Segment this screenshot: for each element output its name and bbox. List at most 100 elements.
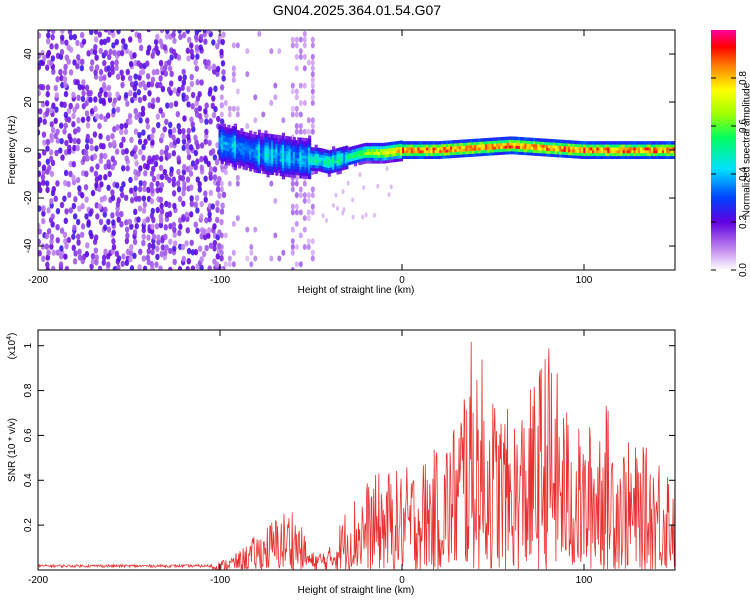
spectrogram-cell [231, 71, 236, 78]
spectrogram-cell [561, 142, 565, 147]
spectrogram-cell [552, 139, 556, 143]
spectrogram-cell [469, 144, 473, 149]
spectrogram-cell [155, 96, 161, 104]
spectrogram-cell [137, 32, 142, 40]
spectrogram-cell [242, 154, 246, 159]
spectrogram-cell [434, 155, 438, 159]
spectrogram-cell [97, 265, 103, 270]
spectrogram-cell [581, 149, 585, 154]
spectrogram-cell [235, 42, 240, 49]
spectrogram-cell [369, 154, 373, 158]
spectrogram-cell [417, 149, 421, 154]
spectrogram-cell [302, 192, 307, 199]
spectrogram-cell [341, 210, 345, 216]
spectrogram-cell [318, 148, 323, 152]
spectrogram-cell [404, 144, 408, 148]
spectrogram-cell [301, 172, 305, 176]
spectrogram-cell [421, 149, 425, 154]
spectrogram-cell [233, 161, 237, 165]
spectrogram-cell [206, 227, 212, 234]
spectrogram-cell [114, 250, 120, 257]
spectrogram-cell [198, 33, 204, 41]
spectrogram-cell [596, 152, 600, 157]
spectrogram-cell [589, 152, 593, 157]
spectrogram-cell [506, 148, 510, 152]
spectrogram-cell [517, 139, 521, 144]
spectrogram-cell [121, 253, 126, 260]
spectrogram-cell [255, 163, 259, 168]
spectrogram-cell [613, 152, 618, 157]
spectrogram-cell [297, 151, 301, 156]
spectrogram-cell [129, 197, 135, 204]
spectrogram-cell [112, 126, 117, 133]
spectrogram-cell [80, 83, 86, 91]
spectrogram-cell [482, 141, 486, 145]
spectrogram-cell [105, 112, 111, 119]
spectrogram-cell [550, 153, 554, 157]
spectrogram-cell [284, 144, 288, 148]
spectrogram-cell [428, 144, 432, 148]
spectrogram-cell [391, 144, 395, 149]
spectrogram-cell [268, 159, 272, 164]
spectrogram-cell [222, 123, 227, 128]
spectrogram-cell [235, 161, 240, 166]
spectrogram-cell [229, 148, 233, 152]
spectrogram-cell [377, 145, 382, 150]
spectrogram-cell [172, 87, 177, 94]
spectrogram-cell [302, 243, 307, 250]
spectrogram-cell [251, 142, 255, 147]
spectrogram-cell [275, 146, 279, 150]
spectrogram-cell [119, 128, 124, 136]
spectrogram-cell [332, 157, 336, 162]
spectrogram-cell [242, 148, 246, 153]
spectrogram-cell [255, 166, 259, 171]
spectrogram-cell [59, 137, 64, 145]
spectrogram-cell [524, 146, 528, 150]
spectrogram-cell [292, 168, 296, 173]
spectrogram-cell [132, 229, 138, 236]
spectrogram-cell [578, 149, 583, 153]
spectrogram-cell [301, 169, 305, 173]
spectrogram-cell [164, 118, 169, 126]
spectrogram-cell [356, 150, 360, 155]
spectrogram-cell [589, 155, 593, 159]
spectrogram-cell [141, 233, 146, 240]
spectrogram-cell [268, 139, 272, 144]
spectrogram-cell [195, 158, 200, 165]
snr-x-tick-label: 100 [576, 575, 593, 586]
spectrogram-cell [160, 85, 166, 93]
spectrogram-cell [123, 43, 128, 50]
spectrogram-cell [269, 255, 274, 262]
spectrogram-cell [554, 142, 559, 146]
spectrogram-cell [231, 148, 235, 153]
spectrogram-cell [98, 75, 104, 82]
spectrogram-cell [197, 245, 203, 252]
spectrogram-cell [273, 82, 278, 89]
spectrogram-cell [548, 147, 552, 151]
spectrogram-cell [338, 153, 342, 157]
spectrogram-cell [249, 261, 254, 268]
spectrogram-cell [404, 155, 408, 159]
spectrogram-cell [600, 141, 604, 145]
spectrogram-cell [515, 148, 519, 152]
spectrogram-cell [244, 163, 248, 168]
spectrogram-cell [90, 258, 96, 265]
spectrogram-cell [541, 150, 545, 154]
spectrogram-cell [522, 148, 526, 153]
spectrogram-cell [642, 144, 646, 148]
spectrogram-cell [646, 144, 650, 148]
spectrogram-cell [88, 30, 94, 36]
spectrogram-cell [76, 138, 81, 145]
spectrogram-cell [347, 153, 351, 157]
spectrogram-cell [655, 141, 659, 145]
spectrogram-cell [207, 211, 212, 218]
spectrogram-cell [175, 137, 181, 145]
spectrogram-cell [284, 135, 288, 140]
spectrogram-cell [369, 151, 373, 155]
spectrogram-cell [160, 132, 165, 139]
spectrogram-cell [463, 142, 467, 146]
spectrogram-cell [631, 144, 635, 148]
spectrogram-cell [290, 243, 295, 250]
spectrogram-cell [310, 192, 315, 199]
spectrogram-cell [279, 167, 283, 171]
